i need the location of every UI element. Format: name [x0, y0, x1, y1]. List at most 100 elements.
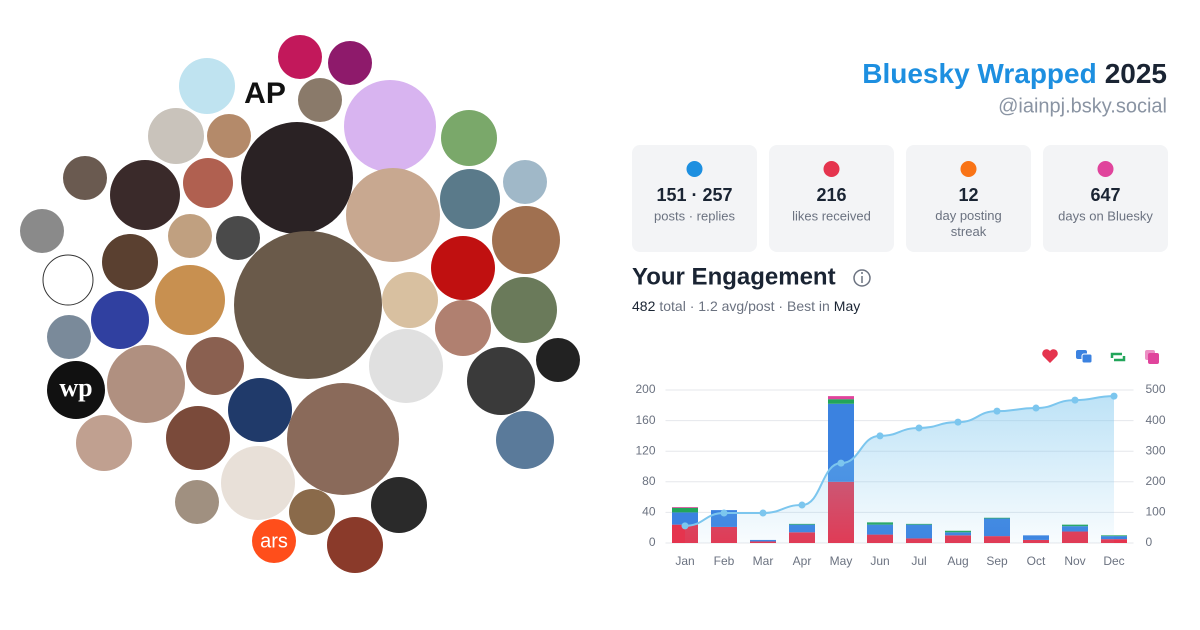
x-tick-label: Jan: [675, 554, 694, 568]
avatar: [47, 361, 105, 419]
line-point: [798, 501, 806, 509]
avatar: [371, 477, 427, 533]
avatar: [289, 489, 335, 535]
avatar: [20, 209, 64, 253]
avatar: [328, 41, 372, 85]
stat-label-line: streak: [951, 224, 987, 239]
avatar: [234, 231, 382, 379]
avatar: [228, 378, 292, 442]
stat-cards: 151 · 257 posts · replies 216 likes receive…: [632, 145, 1168, 252]
info-icon[interactable]: [853, 269, 871, 287]
line-point: [837, 459, 845, 467]
x-tick-label: Dec: [1103, 554, 1124, 568]
avatar: [186, 337, 244, 395]
line-point: [876, 432, 884, 440]
avatar: [440, 169, 500, 229]
x-tick-label: Sep: [986, 554, 1008, 568]
avatar: [536, 338, 580, 382]
line-point: [759, 509, 767, 517]
card-bg: [906, 145, 1031, 252]
summary-text: total · 1.2 avg/post · Best in: [659, 298, 829, 314]
avatar: [91, 291, 149, 349]
avatar: [441, 110, 497, 166]
avatar: [107, 345, 185, 423]
title-brand: Bluesky Wrapped: [862, 58, 1096, 89]
legend-icon[interactable]: [1110, 352, 1126, 362]
avatar: [467, 347, 535, 415]
line-point: [681, 522, 689, 530]
y-tick-label: 40: [642, 505, 656, 519]
line-point: [993, 407, 1001, 415]
avatar: [168, 214, 212, 258]
avatar-logo-text: wp: [59, 373, 92, 402]
bar-segment: [828, 396, 854, 400]
line-point: [915, 424, 923, 432]
avatar: [216, 216, 260, 260]
bar-segment: [828, 399, 854, 404]
line-point: [1110, 392, 1118, 400]
avatar: [252, 519, 296, 563]
avatar: [298, 78, 342, 122]
avatar: [492, 206, 560, 274]
legend-heart: [1042, 349, 1058, 363]
avatar: [166, 406, 230, 470]
stat-card: 647 days on Bluesky: [1043, 145, 1168, 252]
stat-label: days on Bluesky: [1058, 208, 1153, 223]
x-tick-label: Apr: [793, 554, 812, 568]
stat-card: 12 day posting streak: [906, 145, 1031, 252]
card-icon: [1097, 161, 1114, 177]
x-tick-label: Feb: [714, 554, 735, 568]
bar-segment: [672, 507, 698, 508]
card-bg: [769, 145, 894, 252]
stat-label: day posting streak: [935, 208, 1002, 239]
line-point: [1071, 396, 1079, 404]
chart: 0 40 80 120 160 200 0 100 200 300 400 500 Jan Feb Mar A…: [635, 382, 1165, 568]
legend-icon[interactable]: [1042, 349, 1058, 363]
card-icon: [686, 161, 703, 177]
engagement-summary: 482 total · 1.2 avg/post · Best in May: [632, 298, 860, 314]
avatar: [503, 160, 547, 204]
line-point: [720, 509, 728, 517]
legend-icon[interactable]: [1076, 350, 1093, 364]
legend-icon[interactable]: [1145, 350, 1159, 364]
legend: [1042, 349, 1159, 364]
card-icon: [960, 161, 977, 177]
avatar: [183, 158, 233, 208]
stat-value: 647: [1090, 185, 1120, 205]
avatar: [382, 272, 438, 328]
title: Bluesky Wrapped 2025: [862, 58, 1167, 89]
y2-tick-label: 0: [1146, 535, 1153, 549]
avatar: [278, 35, 322, 79]
x-tick-label: Jul: [911, 554, 926, 568]
avatar: [63, 156, 107, 200]
avatar: [221, 446, 295, 520]
avatar: [155, 265, 225, 335]
x-tick-label: Nov: [1064, 554, 1085, 568]
avatar: [102, 234, 158, 290]
avatar: [435, 300, 491, 356]
y2-tick-label: 200: [1146, 474, 1166, 488]
y-tick-label: 200: [635, 382, 655, 396]
legend-quote: [1148, 353, 1159, 364]
y-tick-label: 80: [642, 474, 656, 488]
stat-value: 12: [958, 185, 978, 205]
avatar: [175, 480, 219, 524]
y2-tick-label: 400: [1146, 413, 1166, 427]
stat-label: posts · replies: [654, 208, 735, 223]
avatar: [42, 254, 94, 306]
bar-segment: [672, 512, 698, 525]
avatar: [327, 517, 383, 573]
y-tick-label: 0: [649, 535, 656, 549]
x-tick-label: Mar: [753, 554, 774, 568]
stat-label: likes received: [792, 208, 871, 223]
avatar-cluster: AP ars wp: [20, 35, 580, 573]
x-tick-label: May: [830, 554, 853, 568]
avatar: [207, 114, 251, 158]
bar-segment: [672, 507, 698, 513]
avatar: [76, 415, 132, 471]
stat-value: 151 · 257: [656, 185, 732, 205]
legend-repost: [1110, 352, 1126, 362]
x-tick-label: Oct: [1027, 554, 1046, 568]
y2-tick-label: 100: [1146, 505, 1166, 519]
avatar: [110, 160, 180, 230]
